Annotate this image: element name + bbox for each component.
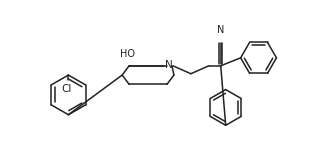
Text: HO: HO — [120, 49, 135, 59]
Text: N: N — [165, 60, 173, 70]
Text: Cl: Cl — [61, 84, 72, 94]
Text: N: N — [217, 25, 224, 35]
